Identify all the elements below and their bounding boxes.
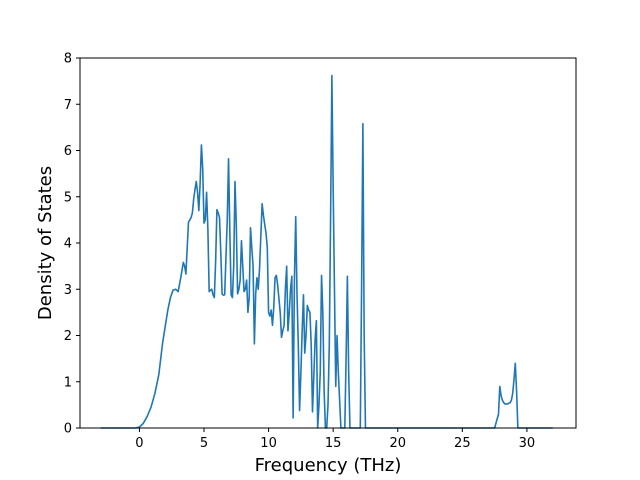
y-tick-label: 5: [64, 190, 72, 205]
x-tick-label: 0: [135, 436, 143, 451]
y-tick-label: 1: [64, 375, 72, 390]
y-tick-label: 8: [64, 52, 72, 67]
y-tick-label: 3: [64, 283, 72, 298]
x-tick-label: 30: [519, 436, 536, 451]
x-tick-label: 5: [200, 436, 208, 451]
x-tick-label: 10: [260, 436, 277, 451]
x-axis: 0 5 10 15 20 25 30: [135, 428, 535, 451]
y-tick-label: 0: [64, 422, 72, 437]
y-axis-label: Density of States: [35, 166, 56, 320]
y-tick-label: 6: [64, 144, 72, 159]
x-tick-label: 20: [389, 436, 406, 451]
x-axis-label: Frequency (THz): [255, 455, 402, 476]
x-tick-label: 25: [454, 436, 471, 451]
y-tick-label: 4: [64, 237, 72, 252]
x-tick-label: 15: [325, 436, 342, 451]
y-tick-label: 2: [64, 329, 72, 344]
plot-area: [80, 58, 576, 428]
y-axis: 0 1 2 3 4 5 6 7 8: [64, 52, 80, 437]
y-tick-label: 7: [64, 98, 72, 113]
